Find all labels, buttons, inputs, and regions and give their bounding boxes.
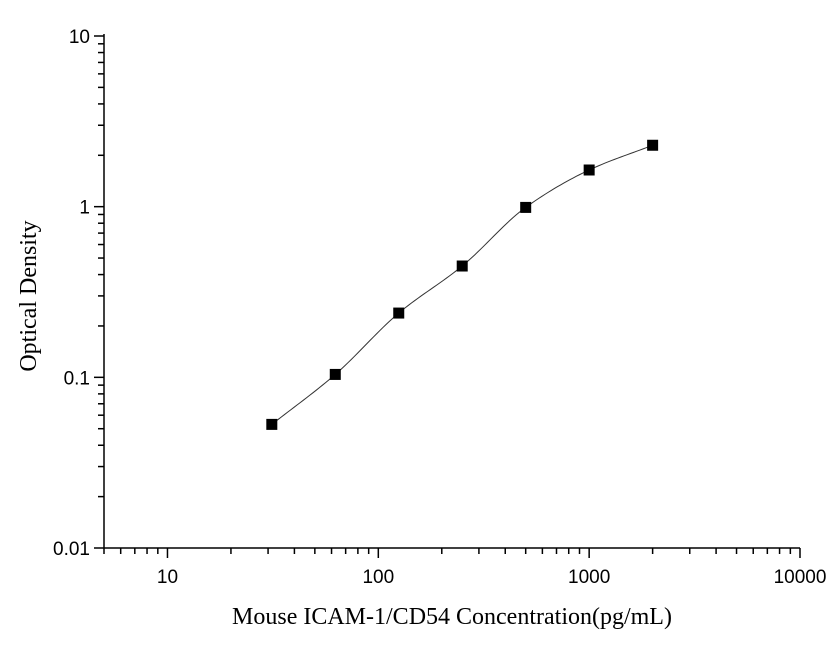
x-axis-title: Mouse ICAM-1/CD54 Concentration(pg/mL) — [232, 604, 672, 630]
y-tick-label: 0.1 — [64, 368, 90, 389]
y-tick-label: 10 — [69, 27, 90, 48]
tick-labels: 10 100 1000 10000 0.01 0.1 1 10 — [53, 27, 826, 588]
axes — [103, 34, 800, 549]
x-tick-label: 1000 — [568, 567, 610, 588]
data-point — [520, 201, 532, 213]
y-tick-label: 0.01 — [53, 539, 90, 560]
x-tick-label: 10 — [157, 567, 178, 588]
data-point — [583, 164, 595, 176]
x-tick-label: 100 — [362, 567, 394, 588]
fit-curve — [271, 144, 653, 425]
data-markers — [266, 139, 659, 430]
data-point — [647, 139, 659, 151]
data-point — [393, 307, 405, 319]
y-tick-label: 1 — [79, 198, 90, 219]
data-point — [266, 418, 278, 430]
data-point — [329, 368, 341, 380]
x-tick-label: 10000 — [774, 567, 827, 588]
y-axis-title: Optical Density — [16, 220, 42, 371]
ticks — [94, 35, 801, 558]
data-point — [456, 260, 468, 272]
